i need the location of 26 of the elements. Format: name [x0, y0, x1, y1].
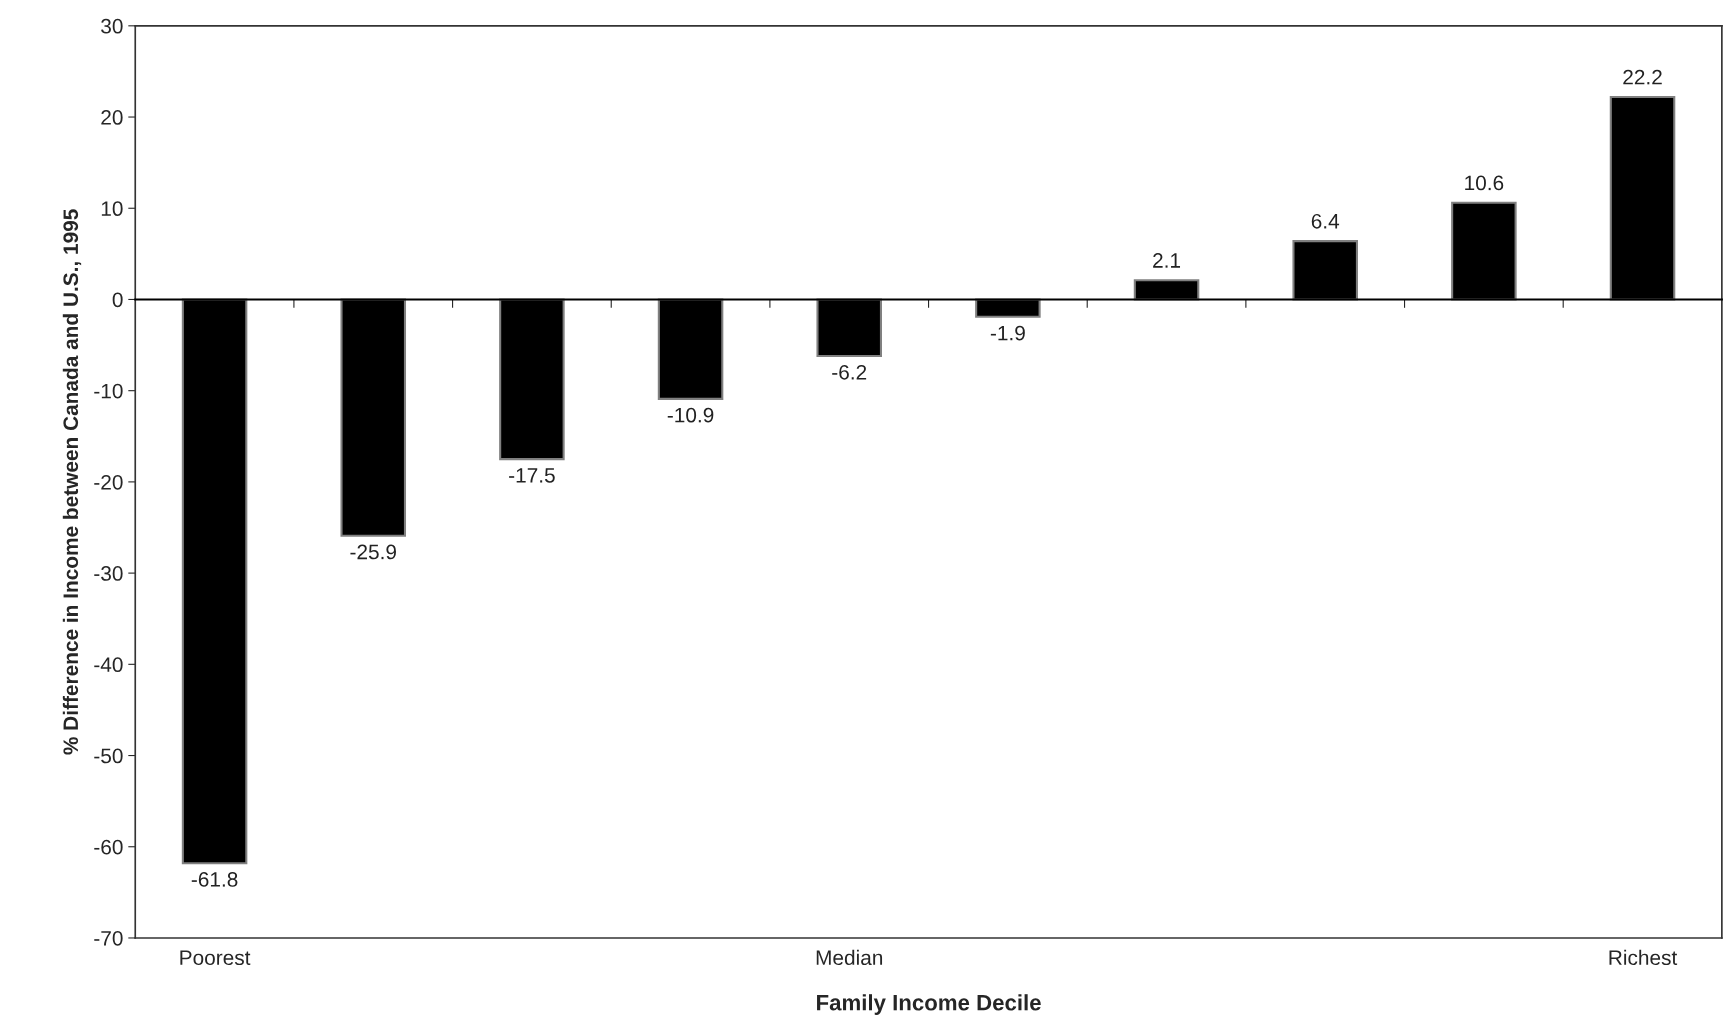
y-tick-label: -50: [94, 748, 123, 764]
x-axis-title: Family Income Decile: [817, 994, 1041, 1015]
y-tick-label: 30: [101, 18, 123, 34]
y-tick-label: -20: [94, 474, 123, 490]
data-label: -61.8: [191, 872, 238, 887]
data-label: -6.2: [832, 364, 867, 380]
y-tick-label: -60: [94, 839, 123, 855]
data-label: 22.2: [1623, 69, 1662, 85]
y-tick-label: -10: [94, 383, 123, 399]
data-label: -1.9: [990, 325, 1025, 341]
data-label: -17.5: [509, 468, 555, 483]
data-label: -25.9: [350, 544, 396, 560]
data-label: -10.9: [667, 407, 714, 423]
y-tick-label: 20: [101, 110, 123, 125]
y-tick-label: 0: [112, 292, 123, 308]
data-label: 10.6: [1465, 175, 1504, 191]
y-tick-label: -30: [94, 566, 123, 581]
x-tick-label: Median: [816, 949, 883, 966]
y-tick-label: -70: [94, 930, 123, 946]
data-label: 2.1: [1153, 253, 1181, 268]
data-label: 6.4: [1311, 213, 1340, 229]
y-axis-title: % Difference in Income between Canada and U.S., 1995: [62, 209, 82, 755]
y-tick-label: -40: [94, 657, 123, 673]
y-tick-label: 10: [101, 201, 123, 217]
x-tick-label: Poorest: [180, 950, 251, 966]
x-tick-label: Richest: [1609, 949, 1678, 966]
